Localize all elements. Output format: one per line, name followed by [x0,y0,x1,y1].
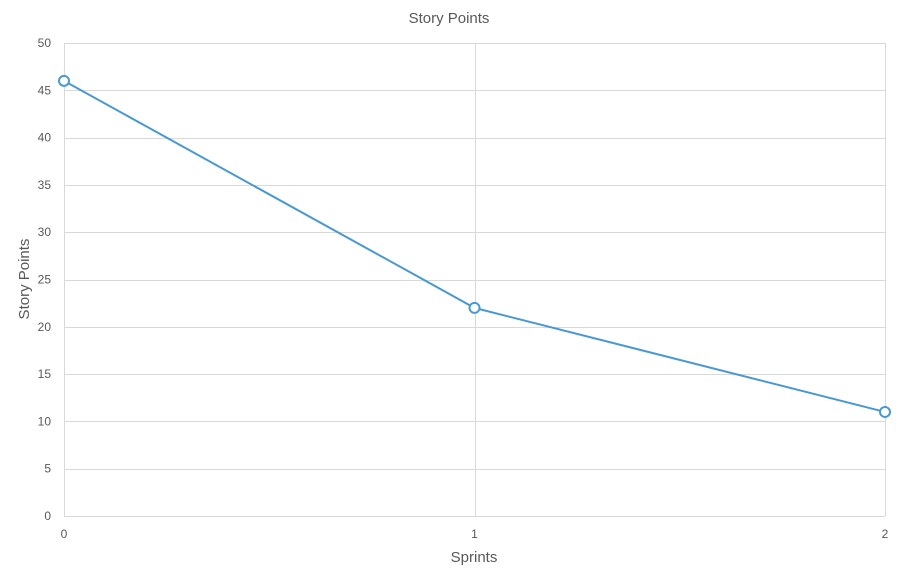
x-axis-title: Sprints [451,549,498,566]
x-tick-label-1: 1 [471,527,478,541]
y-tick-label-50: 50 [38,36,52,50]
y-tick-label-15: 15 [38,367,52,381]
grid-layer [64,43,886,517]
y-tick-label-0: 0 [44,509,51,523]
y-axis-title: Story Points [16,239,33,320]
data-point-2[interactable] [879,405,891,418]
x-tick-label-0: 0 [61,527,68,541]
y-tick-label-30: 30 [38,225,52,239]
y-tick-label-45: 45 [38,83,52,97]
series-line-0 [63,79,886,413]
data-point-1[interactable] [468,301,481,314]
y-tick-label-35: 35 [38,178,52,192]
y-tick-label-25: 25 [38,273,52,287]
y-tick-label-20: 20 [38,320,52,334]
y-tick-label-5: 5 [44,462,51,476]
data-point-0[interactable] [58,74,70,87]
series-layer [58,74,891,418]
y-tick-label-10: 10 [38,414,52,428]
tick-labels: 0 5 10 15 20 25 30 35 40 45 50 0 1 2 [38,36,889,541]
y-tick-label-40: 40 [38,131,52,145]
chart-title: Story Points [409,10,490,27]
x-tick-label-2: 2 [882,527,889,541]
